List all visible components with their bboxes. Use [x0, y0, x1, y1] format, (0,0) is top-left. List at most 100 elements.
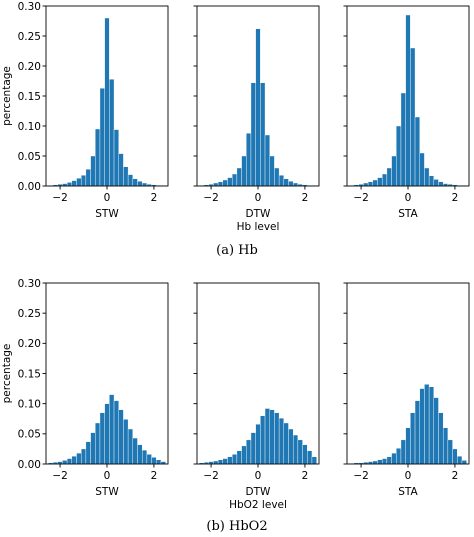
histogram-bar [222, 458, 228, 465]
histogram-bar [433, 397, 439, 465]
histogram-bar [457, 455, 463, 465]
y-tick-label: 0.20 [18, 338, 41, 350]
x-tick-label: 2 [151, 470, 158, 482]
histogram-bar [428, 175, 435, 187]
histogram-panel-hbo2-stw: −2 0 2 0.00 0.05 0.10 0.15 0.20 0.25 0.30 STW perce… [1, 278, 169, 498]
histogram-bar [405, 427, 411, 465]
histogram-bar [71, 180, 77, 187]
histogram-bar [71, 455, 77, 465]
histogram-bar [132, 178, 138, 187]
histogram-bar [396, 125, 402, 187]
histogram-bar [264, 134, 270, 187]
histogram-bar [428, 386, 435, 465]
histogram-bar [410, 412, 416, 465]
histogram-bar [90, 155, 96, 187]
histogram-bar [386, 456, 392, 465]
histogram-bar [217, 181, 224, 187]
y-tick-label: 0.25 [18, 31, 41, 43]
histogram-bar [424, 384, 430, 465]
histogram-bar [278, 174, 285, 187]
y-tick-label: 0.30 [18, 1, 41, 13]
histogram-bar [123, 166, 129, 187]
x-tick-label: −2 [203, 192, 218, 204]
histogram-bar [278, 417, 285, 465]
x-tick-label: 0 [255, 470, 262, 482]
histogram-bar [156, 459, 162, 465]
y-tick-label: 0.20 [18, 61, 41, 73]
x-axis-label: STA [398, 486, 418, 498]
histogram-bar [288, 428, 294, 465]
histogram-bar [400, 92, 406, 187]
x-tick-label: −2 [52, 192, 67, 204]
histogram-bar [377, 459, 383, 465]
histogram-bar [241, 155, 247, 187]
histogram-panel-hbo2-sta: −2 0 2 STA [343, 282, 470, 498]
x-axis-label: STW [95, 486, 119, 498]
histogram-bar [274, 167, 280, 187]
histogram-bar [227, 177, 233, 187]
histogram-bar [227, 456, 233, 465]
histogram-bar [283, 178, 289, 187]
x-tick-label: −2 [353, 470, 368, 482]
histogram-bar [80, 448, 87, 465]
histogram-bar [118, 153, 124, 187]
x-tick-label: 0 [104, 192, 111, 204]
histogram-bar [311, 456, 317, 465]
histogram-bar [292, 434, 299, 465]
histogram-bar [269, 409, 275, 465]
histogram-bar [213, 460, 219, 465]
histogram-bar [419, 152, 425, 187]
histogram-bar [302, 444, 308, 465]
histogram-bar [231, 454, 238, 465]
histogram-bar [104, 17, 110, 187]
histogram-bar [452, 448, 458, 465]
histogram-bar [90, 432, 96, 465]
histogram-bar [141, 449, 148, 465]
histogram-bar [127, 174, 134, 187]
histogram-bar [76, 452, 82, 465]
histogram-bar [381, 458, 388, 465]
x-tick-label: −2 [52, 470, 67, 482]
x-tick-label: 2 [151, 192, 158, 204]
y-tick-label: 0.10 [18, 398, 41, 410]
histogram-bar [99, 412, 105, 465]
histogram-bar [424, 167, 430, 187]
x-tick-label: −2 [353, 192, 368, 204]
histogram-bar [66, 182, 73, 187]
histogram-bar [95, 128, 101, 187]
histogram-bar [260, 415, 266, 465]
histogram-bar [85, 441, 91, 465]
histogram-bar [246, 439, 252, 465]
histogram-bar [433, 179, 439, 187]
x-tick-label: 0 [405, 192, 412, 204]
x-axis-sublabel: HbO2 level [229, 499, 287, 511]
y-axis-label: percentage [1, 66, 13, 126]
histogram-bar [76, 177, 82, 187]
histogram-bar [307, 450, 313, 465]
histogram-bar [260, 82, 266, 187]
y-tick-label: 0.15 [18, 368, 41, 380]
y-tick-label: 0.10 [18, 121, 41, 133]
histogram-bar [419, 388, 425, 465]
caption-hb: (a) Hb [216, 243, 258, 258]
x-axis-label: DTW [246, 208, 271, 220]
histogram-bar [391, 155, 397, 187]
histogram-bar [236, 450, 242, 465]
histogram-bar [127, 428, 134, 465]
histogram-bar [113, 400, 119, 465]
y-tick-label: 0.05 [18, 429, 41, 441]
histogram-bar [288, 180, 294, 187]
x-axis-label: STW [95, 208, 119, 220]
histogram-bar [297, 439, 303, 465]
histogram-bar [113, 129, 119, 187]
histogram-bar [104, 403, 110, 465]
histogram-bar [241, 445, 247, 465]
x-axis-label: STA [398, 208, 418, 220]
histogram-bar [217, 459, 224, 465]
histogram-bar [400, 439, 406, 465]
x-axis-sublabel: Hb level [237, 221, 280, 233]
histogram-bar [447, 439, 453, 465]
histogram-bar [442, 427, 449, 465]
histogram-bar [66, 458, 73, 465]
